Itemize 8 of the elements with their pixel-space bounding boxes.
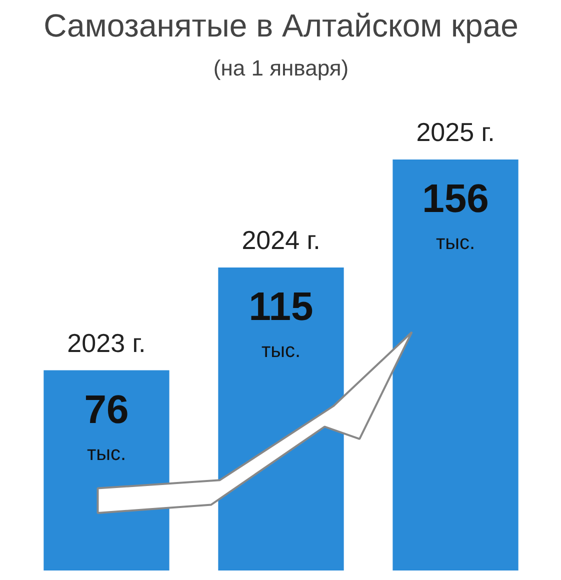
x-tick-label: 2024 г. — [242, 225, 320, 256]
data-label: 76 тыс. — [84, 388, 129, 465]
data-label: 156 тыс. — [422, 177, 489, 254]
chart-subtitle: (на 1 января) — [213, 56, 349, 80]
x-tick-label: 2025 г. — [416, 117, 495, 148]
x-tick-label: 2023 г. — [67, 328, 146, 358]
data-label: 115 тыс. — [248, 285, 314, 362]
chart-title: Самозанятые в Алтайском крае — [44, 8, 518, 44]
